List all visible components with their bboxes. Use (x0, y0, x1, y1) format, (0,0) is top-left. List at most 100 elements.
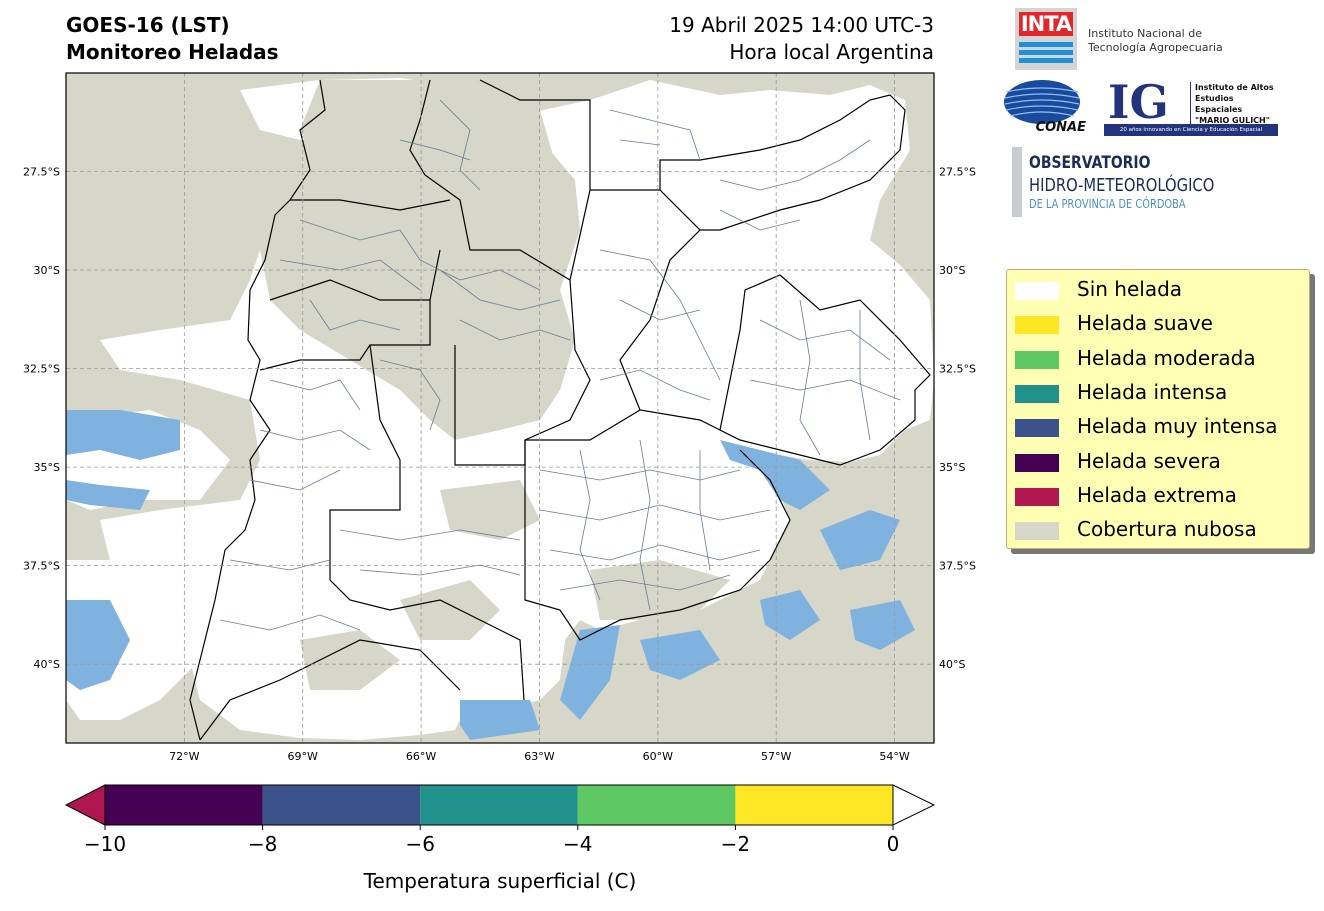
cloud-patch (300, 630, 400, 690)
legend-item: Cobertura nubosa (1015, 514, 1305, 544)
map-datetime-line1: 19 Abril 2025 14:00 UTC-3 (669, 13, 934, 37)
province-borders (189, 79, 931, 741)
colorbar-label: Temperatura superficial (C) (363, 869, 637, 893)
cloud-patch (440, 480, 540, 540)
observatorio-line3: DE LA PROVINCIA DE CÓRDOBA (1029, 197, 1186, 211)
inta-logo: INTA (1015, 8, 1077, 70)
map-area (66, 73, 934, 743)
colorbar-segment (735, 785, 893, 825)
legend-label: Helada muy intensa (1077, 414, 1278, 439)
map-grid (66, 73, 934, 743)
colorbar: −10 −8 −6 −4 −2 0 (64, 784, 936, 856)
legend-item: Helada moderada (1015, 343, 1305, 373)
legend-swatch (1015, 316, 1059, 335)
cold-water-patch (820, 510, 900, 570)
cold-water-patch (850, 600, 915, 650)
legend-label: Helada intensa (1077, 379, 1228, 404)
colorbar-tick-label: 0 (887, 832, 900, 856)
inta-text-line2: Tecnología Agropecuaria (1088, 41, 1223, 54)
x-tick-label: 66°W (406, 750, 436, 763)
inta-logo-bar (1019, 50, 1073, 55)
x-tick-label: 72°W (169, 750, 199, 763)
legend-item: Helada intensa (1015, 377, 1305, 407)
cold-water-patch (460, 700, 540, 740)
legend-label: Cobertura nubosa (1077, 517, 1257, 542)
y-tick-label-right: 30°S (939, 264, 965, 277)
y-tick-label-right: 27.5°S (939, 166, 976, 179)
y-tick-label-left: 32.5°S (23, 363, 60, 376)
legend-label: Helada moderada (1077, 345, 1256, 370)
y-tick-label-right: 32.5°S (939, 363, 976, 376)
conae-logo: CONAE (1004, 80, 1086, 134)
inta-text-line1: Instituto Nacional de (1088, 27, 1202, 40)
cold-water-patch (760, 590, 820, 640)
y-tick-label-right: 40°S (939, 658, 965, 671)
cloud-patch (400, 580, 500, 640)
legend-label: Helada severa (1077, 448, 1221, 473)
cold-water-patch (66, 600, 130, 690)
cloud-patch (260, 185, 575, 440)
map-title-line1: GOES-16 (LST) (66, 13, 230, 37)
map-datetime: 19 Abril 2025 14:00 UTC-3 Hora local Arg… (669, 12, 934, 66)
inta-logo-bar (1019, 58, 1073, 63)
legend-item: Helada suave (1015, 308, 1305, 338)
colorbar-segment (105, 785, 263, 825)
map-title: GOES-16 (LST) Monitoreo Heladas (66, 12, 279, 66)
y-tick-label-left: 40°S (34, 658, 60, 671)
cloud-patch (300, 80, 580, 260)
colorbar-frame (104, 784, 894, 826)
legend-swatch (1015, 350, 1059, 369)
y-tick-label-right: 37.5°S (939, 560, 976, 573)
ig-logo-text: Instituto de Altos Estudios Espaciales "… (1190, 82, 1278, 126)
colorbar-tick-label: −10 (84, 832, 126, 856)
colorbar-under-arrow (64, 784, 106, 826)
observatorio-line2: HIDRO-METEOROLÓGICO (1029, 175, 1215, 196)
map-datetime-line2: Hora local Argentina (729, 40, 934, 64)
legend: Sin helada Helada suave Helada moderada Hel… (1006, 269, 1310, 549)
legend-swatch (1015, 522, 1059, 541)
map-title-line2: Monitoreo Heladas (66, 40, 279, 64)
department-borders (219, 99, 901, 631)
legend-swatch (1015, 487, 1059, 506)
x-tick-label: 57°W (761, 750, 791, 763)
observatorio-bar (1012, 147, 1022, 217)
colorbar-segment (262, 785, 421, 825)
ig-text-line1: Instituto de Altos (1195, 83, 1274, 92)
colorbar-tick-label: −4 (563, 832, 592, 856)
legend-item: Helada severa (1015, 446, 1305, 476)
y-tick-label-left: 27.5°S (23, 166, 60, 179)
map-frame (65, 72, 935, 744)
y-tick-label-left: 35°S (34, 461, 60, 474)
legend-swatch (1015, 419, 1059, 438)
x-tick-label: 54°W (879, 750, 909, 763)
legend-swatch (1015, 384, 1059, 403)
conae-globe-lines (1004, 87, 1080, 117)
colorbar-tick-label: −8 (248, 832, 277, 856)
ig-logo: IG Instituto de Altos Estudios Espaciale… (1104, 76, 1278, 136)
legend-item: Helada muy intensa (1015, 411, 1305, 441)
cold-water-patch (560, 625, 620, 720)
colorbar-tick-label: −2 (721, 832, 750, 856)
map-ticks: 72°W 69°W 66°W 63°W 60°W 57°W 54°W 27.5°S 27.5°S… (23, 166, 976, 763)
legend-label: Sin helada (1077, 277, 1183, 301)
colorbar-over-arrow (892, 784, 936, 826)
inta-logo-bar (1019, 42, 1073, 47)
ig-text-line2: Estudios Espaciales (1195, 94, 1243, 114)
cold-water-patch (640, 630, 720, 680)
cold-water-patch (66, 480, 150, 510)
observatorio-line1: OBSERVATORIO (1029, 153, 1151, 173)
y-tick-label-left: 30°S (34, 264, 60, 277)
conae-text: CONAE (1036, 120, 1086, 134)
colorbar-segment (420, 785, 578, 825)
legend-label: Helada suave (1077, 311, 1213, 336)
legend-label: Helada extrema (1077, 482, 1237, 507)
y-tick-label-left: 37.5°S (23, 560, 60, 573)
x-tick-label: 60°W (643, 750, 673, 763)
ig-logo-strip: 20 años innovando en Ciencia y Educación… (1104, 124, 1278, 136)
x-tick-label: 63°W (524, 750, 554, 763)
ig-logo-mark: IG (1108, 75, 1169, 129)
legend-item: Helada extrema (1015, 480, 1305, 510)
colorbar-segment (577, 785, 736, 825)
x-tick-label: 69°W (288, 750, 318, 763)
